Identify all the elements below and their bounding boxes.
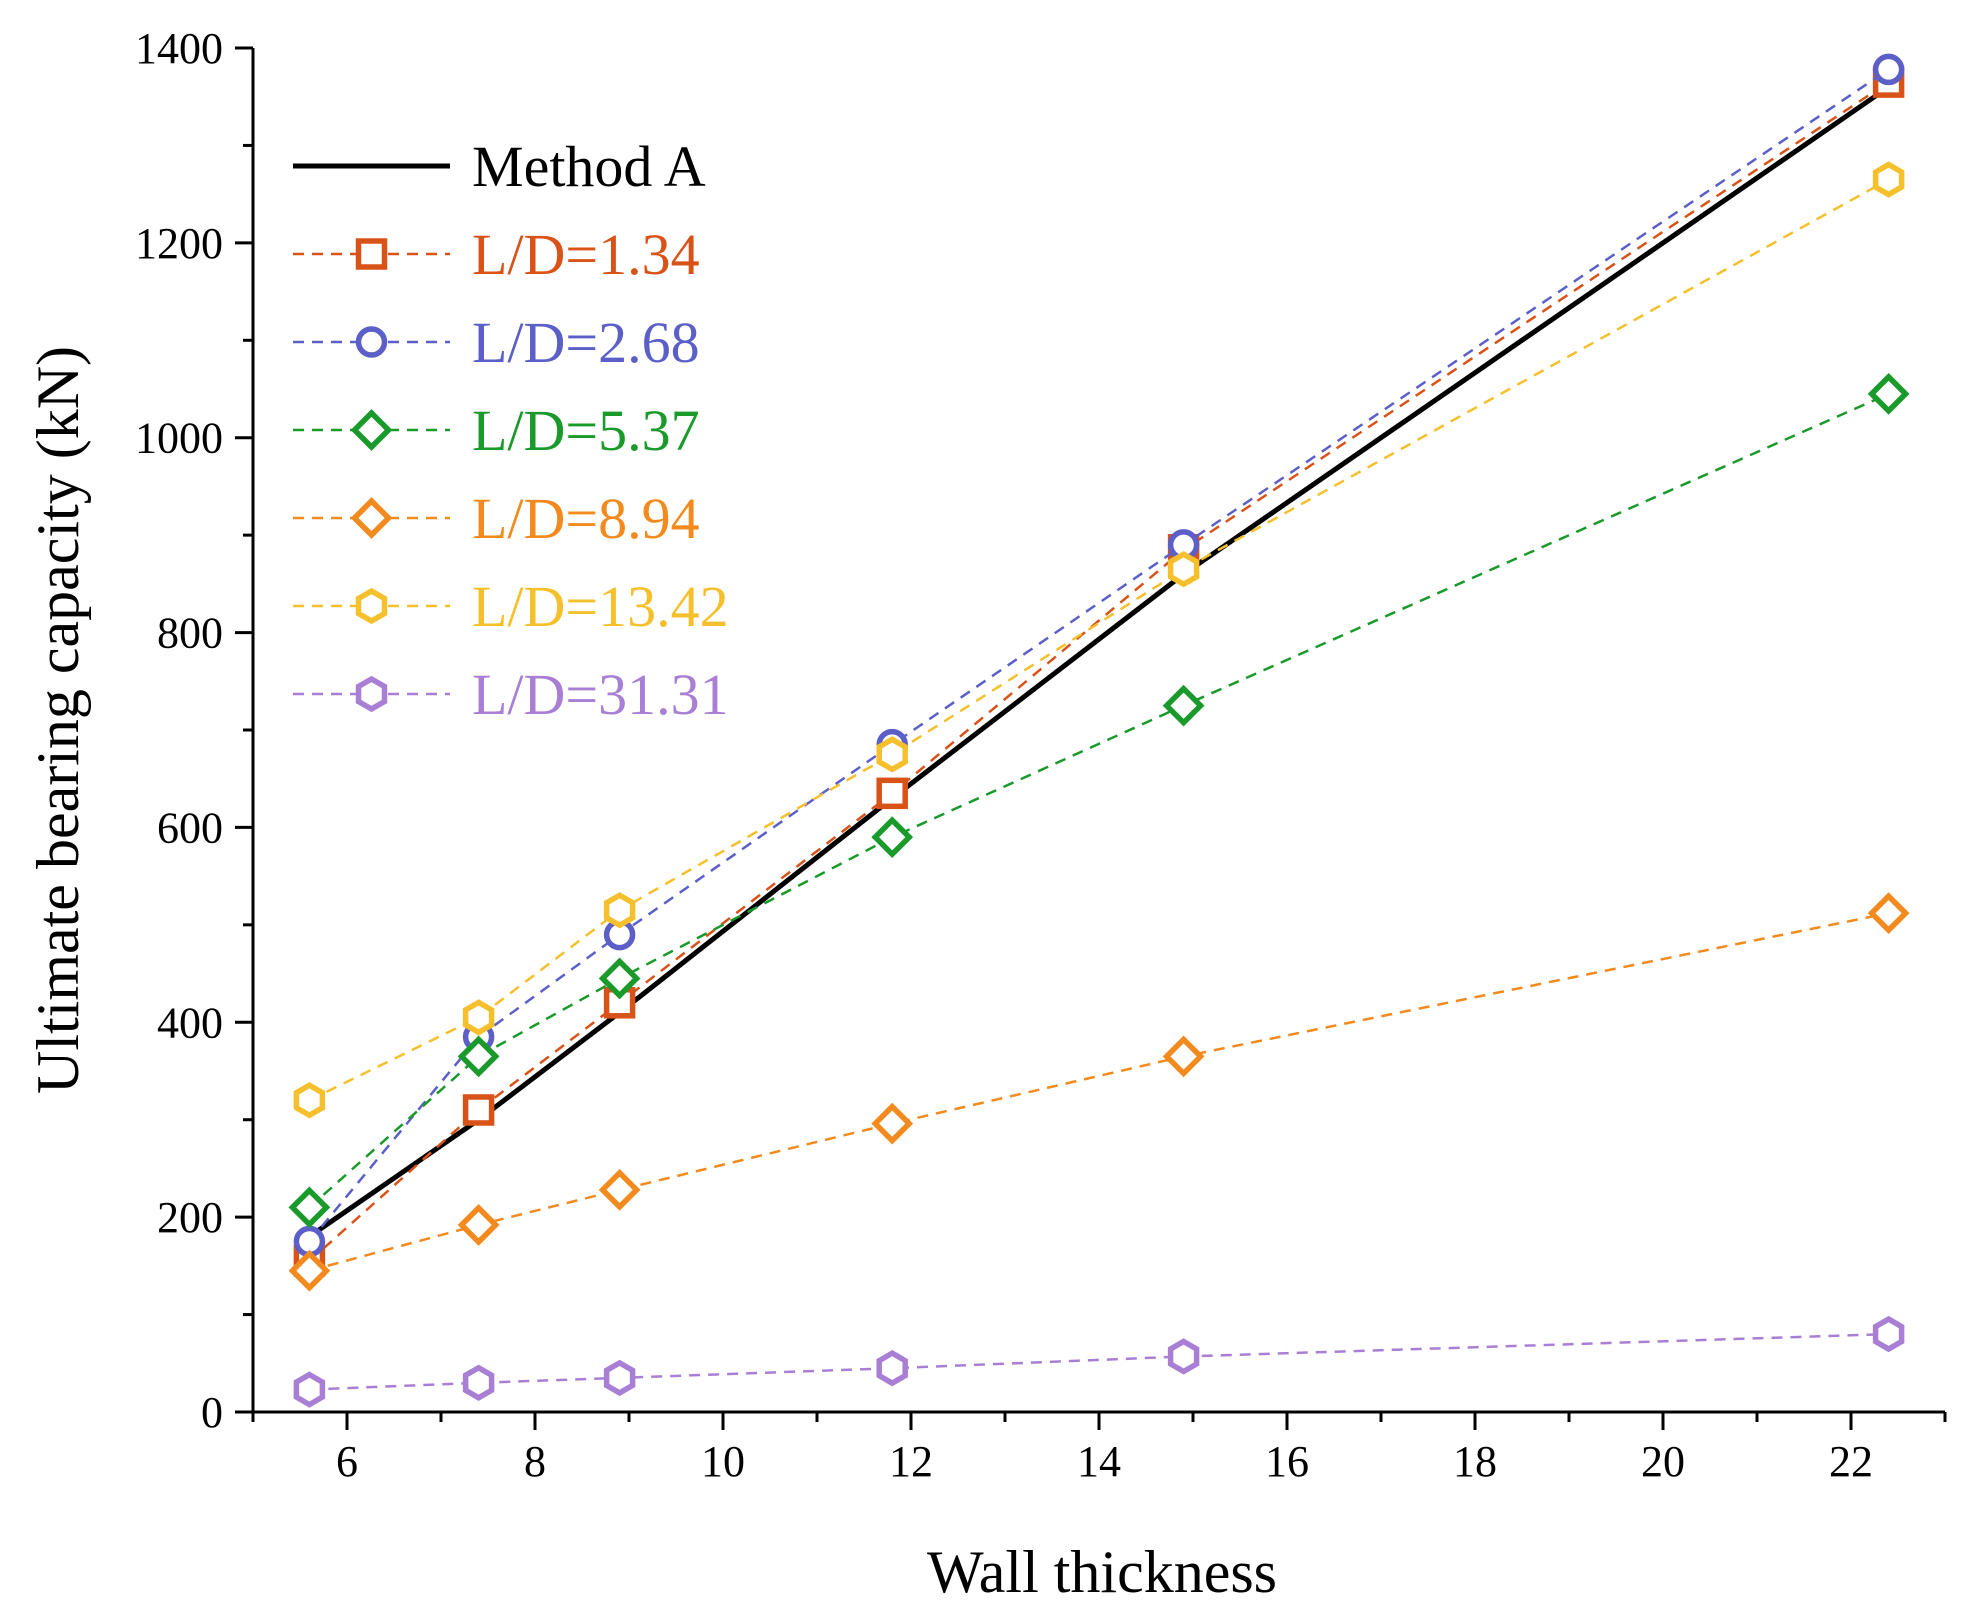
data-point xyxy=(1162,684,1205,727)
legend-marker xyxy=(350,497,393,539)
legend-entry: L/D=13.42 xyxy=(293,574,729,639)
legend: Method A L/D=1.34 L/D=2.68 L/D=5.37 L/D=8.94… xyxy=(293,134,729,727)
data-point xyxy=(1872,161,1905,198)
data-point xyxy=(1162,1035,1205,1078)
data-point xyxy=(1167,1338,1200,1375)
data-point xyxy=(462,1364,495,1401)
legend-entry: L/D=5.37 xyxy=(293,398,700,463)
legend-label: L/D=1.34 xyxy=(472,222,700,287)
series-line xyxy=(307,84,1891,1239)
legend-entry: L/D=31.31 xyxy=(293,662,729,727)
legend-marker xyxy=(355,238,388,270)
x-axis-title: Wall thickness xyxy=(927,1539,1277,1605)
series-line xyxy=(309,911,1889,1272)
data-point xyxy=(603,892,636,929)
x-tick-label: 10 xyxy=(701,1437,745,1486)
legend-label: L/D=13.42 xyxy=(472,574,729,639)
data-point xyxy=(871,1102,914,1145)
x-tick-label: 14 xyxy=(1077,1437,1121,1486)
legend-entry: Method A xyxy=(293,134,706,199)
data-point xyxy=(876,736,908,773)
data-point xyxy=(462,1094,495,1126)
plot-area xyxy=(288,53,1910,1408)
y-tick-label: 800 xyxy=(157,609,223,658)
y-axis-title: Ultimate bearing capacity (kN) xyxy=(25,346,91,1094)
y-tick-label: 1400 xyxy=(135,24,223,73)
data-point xyxy=(876,777,908,810)
data-point xyxy=(462,999,495,1036)
x-tick-label: 8 xyxy=(524,1437,546,1486)
series-L/D=8.94 xyxy=(288,892,1910,1292)
series-line xyxy=(309,1332,1889,1391)
legend-label: L/D=5.37 xyxy=(472,398,700,463)
x-tick-label: 12 xyxy=(889,1437,933,1486)
x-tick-label: 20 xyxy=(1641,1437,1685,1486)
data-point xyxy=(293,1082,326,1119)
legend-label: Method A xyxy=(472,134,706,199)
data-point xyxy=(457,1035,500,1078)
y-tick-label: 1200 xyxy=(135,219,223,268)
data-point xyxy=(293,1371,326,1408)
series-L/D=5.37 xyxy=(288,372,1910,1229)
data-point xyxy=(603,1359,636,1397)
data-point xyxy=(288,1249,331,1292)
legend-entry: L/D=1.34 xyxy=(293,222,700,287)
y-tick-label: 200 xyxy=(157,1193,223,1242)
legend-entry: L/D=2.68 xyxy=(293,310,700,375)
x-tick-label: 18 xyxy=(1453,1437,1497,1486)
series-Method A xyxy=(307,84,1891,1239)
data-point xyxy=(1867,892,1910,935)
data-point xyxy=(457,1204,500,1246)
legend-entry: L/D=8.94 xyxy=(293,486,700,551)
axes: 0 200 400 600 800 1000 1200 1400 6 8 10 12 14 16 18 20 2… xyxy=(135,24,1947,1486)
series-line xyxy=(308,81,1890,1262)
y-tick-label: 0 xyxy=(201,1388,223,1437)
series-line xyxy=(308,392,1890,1209)
y-tick-label: 600 xyxy=(157,803,223,852)
legend-marker xyxy=(350,409,393,451)
legend-label: L/D=2.68 xyxy=(472,310,700,375)
legend-marker xyxy=(355,587,388,625)
data-point xyxy=(1867,372,1910,415)
y-tick-label: 1000 xyxy=(135,414,223,463)
y-tick-label: 400 xyxy=(157,998,223,1047)
data-point xyxy=(1872,53,1905,86)
data-point xyxy=(598,1168,641,1211)
series-line xyxy=(308,178,1890,1102)
x-tick-label: 16 xyxy=(1265,1437,1309,1486)
x-tick-label: 6 xyxy=(336,1437,358,1486)
series-L/D=31.31 xyxy=(293,1315,1905,1408)
data-point xyxy=(876,1349,908,1387)
series-L/D=13.42 xyxy=(293,161,1905,1119)
data-point xyxy=(1167,551,1200,588)
data-point xyxy=(598,957,641,1000)
legend-marker xyxy=(355,326,388,358)
legend-label: L/D=8.94 xyxy=(472,486,700,551)
legend-marker xyxy=(355,675,388,713)
legend-label: L/D=31.31 xyxy=(472,662,729,727)
x-tick-label: 22 xyxy=(1829,1437,1873,1486)
data-point xyxy=(1872,1315,1905,1353)
data-point xyxy=(871,816,914,859)
data-point xyxy=(288,1186,331,1229)
